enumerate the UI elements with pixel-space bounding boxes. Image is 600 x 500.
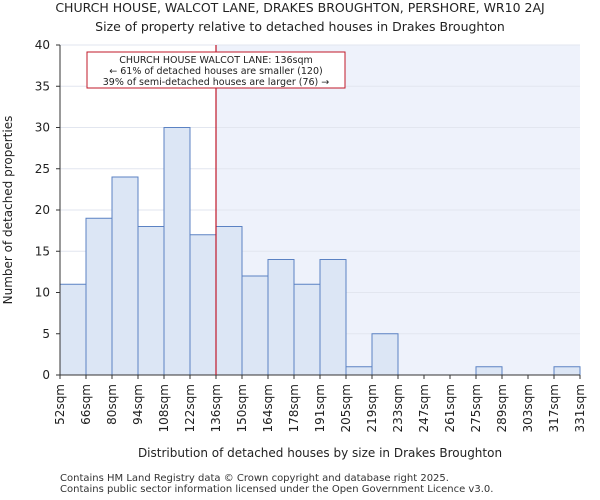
histogram-bar: [241, 275, 269, 376]
histogram-bar: [215, 226, 243, 376]
x-tick-label: 233sqm: [391, 384, 405, 432]
x-tick-label: 164sqm: [261, 384, 275, 432]
y-tick-label: 10: [35, 286, 50, 300]
histogram-bar: [553, 366, 581, 376]
x-tick-label: 52sqm: [53, 384, 67, 425]
annotation-line: CHURCH HOUSE WALCOT LANE: 136sqm: [119, 55, 313, 66]
x-tick-label: 275sqm: [469, 384, 483, 432]
histogram-bar: [475, 366, 503, 376]
histogram-bar: [111, 176, 139, 376]
x-tick-label: 108sqm: [157, 384, 171, 432]
chart-title: CHURCH HOUSE, WALCOT LANE, DRAKES BROUGH…: [55, 0, 545, 15]
x-tick-label: 289sqm: [495, 384, 509, 432]
x-tick-label: 80sqm: [105, 384, 119, 425]
y-tick-label: 35: [35, 79, 50, 93]
x-tick-label: 247sqm: [417, 384, 431, 432]
y-tick-label: 30: [35, 121, 50, 135]
histogram-chart: 0 5 10 15 20 25 30 35 40 52sqm 66sqm 80sqm 94sqm 108s…: [1, 38, 587, 460]
y-tick-label: 25: [35, 162, 50, 176]
histogram-bar: [319, 259, 347, 376]
x-tick-label: 317sqm: [547, 384, 561, 432]
histogram-bar: [189, 234, 217, 376]
chart-subtitle: Size of property relative to detached ho…: [95, 19, 505, 34]
histogram-bar: [267, 259, 295, 376]
y-tick-label: 5: [42, 327, 50, 341]
x-tick-label: 66sqm: [79, 384, 93, 425]
histogram-bar: [59, 283, 87, 376]
x-tick-label: 150sqm: [235, 384, 249, 432]
y-tick-label: 20: [35, 203, 50, 217]
y-tick-label: 0: [42, 368, 50, 382]
x-tick-label: 261sqm: [443, 384, 457, 432]
x-tick-label: 136sqm: [209, 384, 223, 432]
annotation-box: [86, 51, 346, 89]
x-axis-title: Distribution of detached houses by size …: [138, 446, 502, 460]
y-tick-label: 15: [35, 244, 50, 258]
x-tick-label: 178sqm: [287, 384, 301, 432]
x-tick-label: 331sqm: [573, 384, 587, 432]
footer-licence: Contains public sector information licen…: [60, 484, 494, 495]
y-axis-title: Number of detached properties: [1, 116, 15, 305]
histogram-bar: [293, 283, 321, 376]
histogram-bar: [85, 217, 113, 376]
histogram-bar: [345, 366, 373, 376]
x-tick-label: 303sqm: [521, 384, 535, 432]
histogram-bar: [163, 127, 191, 376]
annotation-line: ← 61% of detached houses are smaller (12…: [109, 66, 322, 77]
histogram-bar: [137, 226, 165, 376]
histogram-bar: [371, 333, 399, 376]
x-tick-label: 94sqm: [131, 384, 145, 425]
annotation-line: 39% of semi-detached houses are larger (…: [103, 77, 330, 88]
y-tick-label: 40: [35, 38, 50, 52]
x-tick-label: 191sqm: [313, 384, 327, 432]
x-tick-label: 219sqm: [365, 384, 379, 432]
footer-copyright: Contains HM Land Registry data © Crown c…: [60, 473, 449, 484]
x-tick-label: 205sqm: [339, 384, 353, 432]
x-tick-label: 122sqm: [183, 384, 197, 432]
